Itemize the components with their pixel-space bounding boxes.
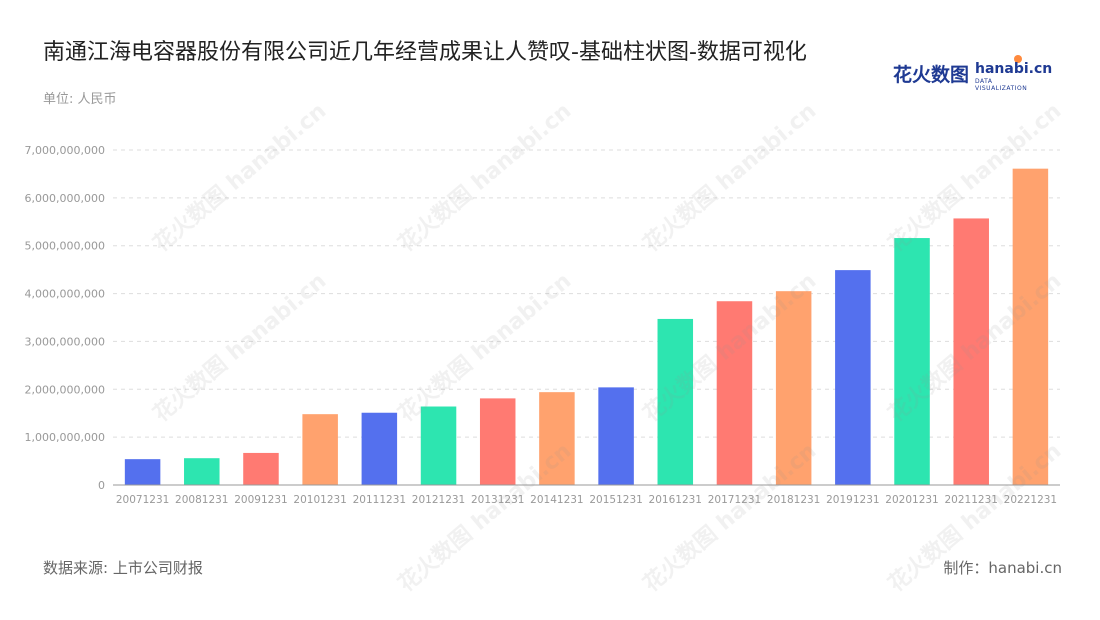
bar [835, 270, 871, 485]
x-tick-label: 20201231 [885, 494, 938, 506]
y-tick-label: 0 [98, 479, 105, 492]
x-tick-label: 20101231 [293, 494, 346, 506]
x-tick-label: 20191231 [826, 494, 879, 506]
bar [361, 412, 398, 485]
y-axis-ticks: 0 1,000,000,000 2,000,000,000 3,000,000,000… [25, 144, 105, 492]
x-tick-label: 20081231 [175, 494, 228, 506]
x-tick-label: 20151231 [589, 494, 642, 506]
bar [184, 458, 220, 485]
x-tick-label: 20171231 [708, 494, 761, 506]
bar [243, 452, 279, 485]
bar [539, 392, 575, 485]
bar [598, 387, 634, 485]
x-tick-label: 20071231 [116, 494, 169, 506]
maker-credit: 制作：hanabi.cn [943, 559, 1062, 577]
chart-title: 南通江海电容器股份有限公司近几年经营成果让人赞叹-基础柱状图-数据可视化 [43, 40, 807, 65]
x-tick-label: 20181231 [767, 494, 820, 506]
bars [124, 168, 1049, 485]
bar [657, 318, 694, 485]
y-tick-label: 3,000,000,000 [25, 335, 105, 348]
y-tick-label: 7,000,000,000 [25, 144, 105, 157]
bar [479, 398, 516, 485]
grid-lines [113, 149, 1060, 438]
x-tick-label: 20121231 [412, 494, 465, 506]
x-tick-label: 20131231 [471, 494, 524, 506]
x-tick-label: 20161231 [649, 494, 702, 506]
bar [775, 291, 812, 485]
logo-subtitle: DATA VISUALIZATION [975, 78, 1028, 92]
logo-text-en: hanabi.cn [975, 61, 1053, 77]
unit-label: 单位: 人民币 [43, 92, 117, 107]
y-tick-label: 1,000,000,000 [25, 431, 105, 444]
y-tick-label: 2,000,000,000 [25, 383, 105, 396]
y-tick-label: 6,000,000,000 [25, 192, 105, 205]
logo-text-zh: 花火数图 [893, 64, 970, 86]
x-tick-label: 20111231 [353, 494, 406, 506]
bar [894, 238, 930, 485]
x-tick-label: 20211231 [944, 494, 997, 506]
x-tick-label: 20141231 [530, 494, 583, 506]
bar [716, 301, 753, 485]
x-tick-label: 20091231 [234, 494, 287, 506]
bar [953, 218, 989, 485]
y-tick-label: 5,000,000,000 [25, 240, 105, 253]
y-tick-label: 4,000,000,000 [25, 288, 105, 301]
bar [124, 459, 161, 485]
x-axis-ticks: 20071231 20081231 20091231 20101231 20111231… [116, 494, 1057, 506]
logo-spark-icon [1014, 55, 1022, 63]
bar [420, 406, 457, 485]
data-source: 数据来源: 上市公司财报 [43, 559, 203, 577]
bar [1012, 168, 1049, 485]
brand-logo: 花火数图 hanabi.cn DATA VISUALIZATION [893, 55, 1052, 92]
x-tick-label: 20221231 [1004, 494, 1057, 506]
bar [302, 414, 338, 485]
